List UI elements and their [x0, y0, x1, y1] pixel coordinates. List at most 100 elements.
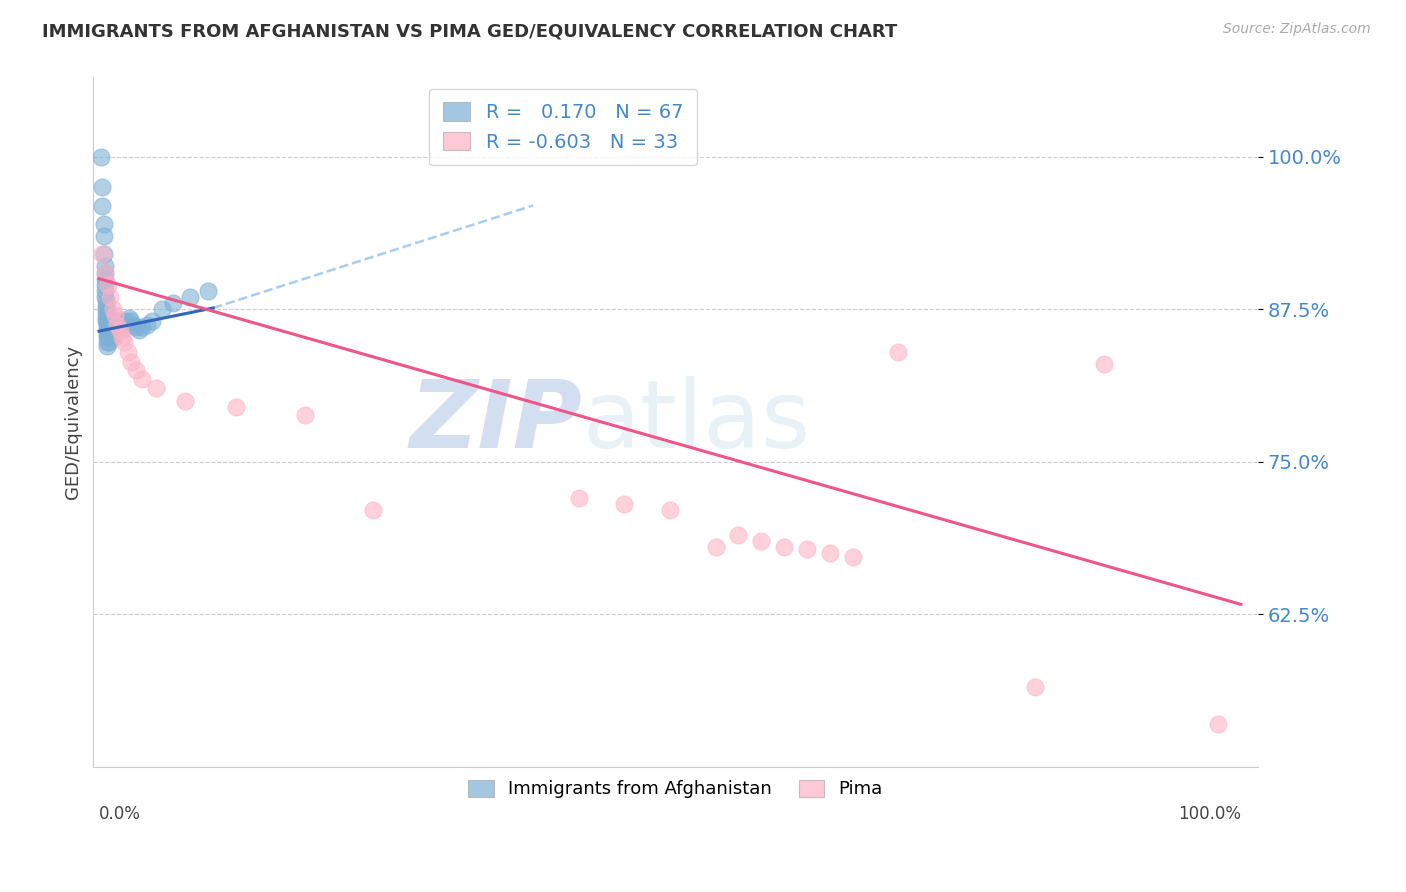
Point	[97, 310, 120, 325]
Point	[96, 335, 118, 350]
Point	[93, 284, 115, 298]
Point	[98, 326, 121, 341]
Point	[97, 277, 120, 292]
Point	[94, 310, 117, 325]
Point	[111, 330, 134, 344]
Point	[100, 290, 122, 304]
Point	[97, 323, 120, 337]
Point	[97, 314, 120, 328]
Text: IMMIGRANTS FROM AFGHANISTAN VS PIMA GED/EQUIVALENCY CORRELATION CHART: IMMIGRANTS FROM AFGHANISTAN VS PIMA GED/…	[42, 22, 897, 40]
Legend: Immigrants from Afghanistan, Pima: Immigrants from Afghanistan, Pima	[457, 769, 894, 809]
Point	[96, 323, 118, 337]
Point	[100, 330, 122, 344]
Point	[100, 323, 122, 337]
Point	[93, 290, 115, 304]
Point	[94, 314, 117, 328]
Point	[103, 326, 125, 341]
Point	[162, 296, 184, 310]
Text: 100.0%: 100.0%	[1178, 805, 1241, 823]
Point	[115, 314, 138, 328]
Point	[98, 330, 121, 344]
Point	[108, 314, 131, 328]
Point	[108, 323, 131, 337]
Point	[568, 491, 591, 506]
Point	[94, 306, 117, 320]
Point	[1206, 717, 1229, 731]
Text: Source: ZipAtlas.com: Source: ZipAtlas.com	[1223, 22, 1371, 37]
Point	[197, 284, 219, 298]
Point	[145, 382, 167, 396]
Point	[887, 344, 910, 359]
Point	[97, 318, 120, 332]
Point	[96, 326, 118, 341]
Point	[101, 302, 124, 317]
Point	[118, 310, 141, 325]
Point	[105, 318, 128, 332]
Point	[97, 306, 120, 320]
Point	[100, 318, 122, 332]
Point	[1024, 681, 1046, 695]
Point	[97, 326, 120, 341]
Point	[98, 323, 121, 337]
Y-axis label: GED/Equivalency: GED/Equivalency	[65, 345, 82, 500]
Text: ZIP: ZIP	[409, 376, 582, 468]
Point	[117, 344, 139, 359]
Point	[101, 323, 124, 337]
Point	[100, 323, 122, 337]
Point	[105, 323, 128, 337]
Point	[93, 266, 115, 280]
Point	[93, 277, 115, 292]
Point	[104, 308, 127, 322]
Point	[90, 150, 112, 164]
Point	[225, 400, 247, 414]
Point	[91, 198, 114, 212]
Point	[122, 318, 145, 332]
Point	[131, 372, 153, 386]
Point	[727, 528, 749, 542]
Point	[103, 330, 125, 344]
Point	[294, 409, 316, 423]
Point	[94, 293, 117, 308]
Point	[96, 318, 118, 332]
Point	[93, 260, 115, 274]
Text: 0.0%: 0.0%	[98, 805, 141, 823]
Point	[107, 314, 129, 328]
Point	[659, 503, 682, 517]
Point	[96, 339, 118, 353]
Point	[150, 302, 173, 317]
Point	[120, 314, 142, 328]
Point	[173, 393, 195, 408]
Point	[111, 323, 134, 337]
Point	[128, 323, 150, 337]
Point	[120, 354, 142, 368]
Point	[112, 318, 135, 332]
Point	[91, 180, 114, 194]
Point	[124, 320, 146, 334]
Point	[361, 503, 384, 517]
Point	[110, 318, 132, 332]
Point	[112, 335, 135, 350]
Point	[818, 546, 841, 560]
Point	[179, 290, 201, 304]
Point	[105, 318, 128, 332]
Point	[141, 314, 163, 328]
Point	[124, 363, 146, 377]
Point	[91, 247, 114, 261]
Point	[98, 318, 121, 332]
Point	[101, 326, 124, 341]
Point	[100, 326, 122, 341]
Point	[796, 542, 818, 557]
Point	[100, 326, 122, 341]
Point	[104, 326, 127, 341]
Point	[749, 533, 772, 548]
Point	[96, 330, 118, 344]
Point	[93, 247, 115, 261]
Point	[100, 330, 122, 344]
Point	[98, 335, 121, 350]
Point	[94, 299, 117, 313]
Text: atlas: atlas	[582, 376, 811, 468]
Point	[94, 302, 117, 317]
Point	[93, 271, 115, 285]
Point	[136, 318, 159, 332]
Point	[131, 320, 153, 334]
